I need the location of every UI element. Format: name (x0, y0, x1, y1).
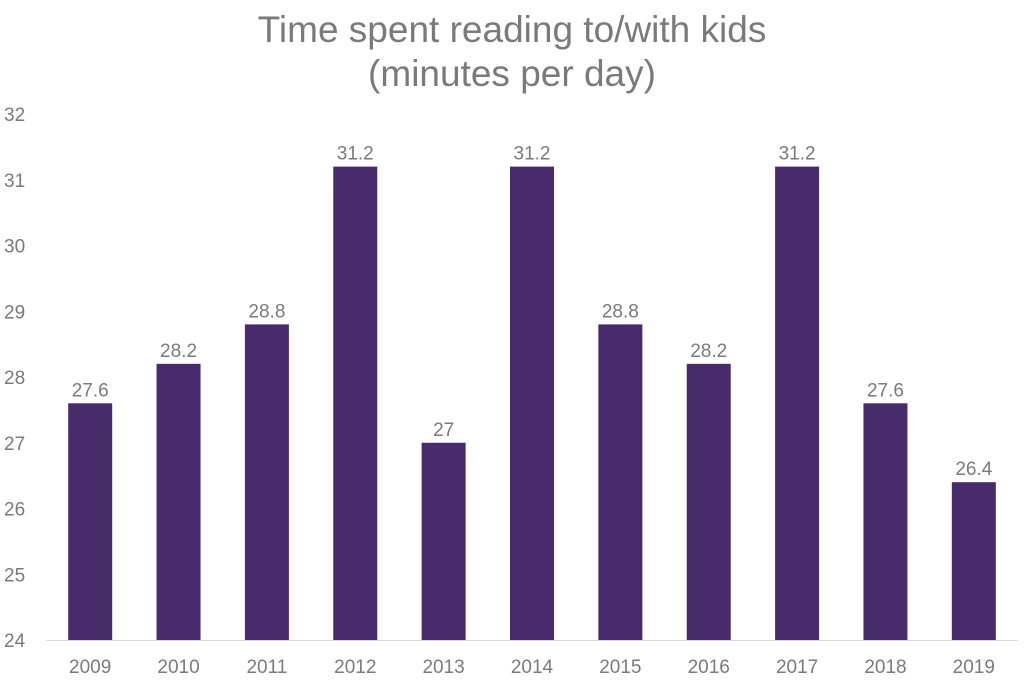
data-label-2018: 27.6 (867, 380, 904, 401)
y-tick-label: 28 (4, 368, 25, 389)
x-tick-label-2009: 2009 (69, 657, 111, 678)
bar-2019 (951, 482, 996, 640)
bar-2009 (68, 403, 113, 640)
y-tick-label: 31 (4, 171, 25, 192)
data-label-2012: 31.2 (337, 144, 374, 165)
bar-2013 (421, 442, 466, 640)
x-tick-label-2011: 2011 (246, 657, 287, 678)
y-tick-label: 27 (4, 434, 25, 455)
chart-title: Time spent reading to/with kids (minutes… (0, 8, 1024, 96)
data-label-2014: 31.2 (514, 144, 551, 165)
data-label-2019: 26.4 (955, 459, 992, 480)
data-label-2017: 31.2 (779, 144, 816, 165)
chart-title-line-2: (minutes per day) (368, 53, 656, 94)
data-label-2011: 28.8 (248, 301, 285, 322)
data-label-2013: 27 (433, 420, 454, 441)
bar-2011 (244, 324, 289, 640)
chart-title-line-1: Time spent reading to/with kids (257, 9, 767, 50)
y-tick-label: 32 (4, 105, 25, 126)
bar-2010 (156, 363, 201, 640)
y-tick-label: 24 (4, 631, 26, 652)
y-tick-label: 25 (4, 565, 25, 586)
y-tick-label: 30 (4, 237, 25, 258)
x-tick-label-2012: 2012 (334, 657, 376, 678)
y-tick-label: 29 (4, 302, 25, 323)
x-tick-label-2014: 2014 (511, 657, 554, 678)
x-tick-label-2010: 2010 (157, 657, 199, 678)
x-tick-label-2018: 2018 (864, 657, 906, 678)
data-label-2009: 27.6 (72, 380, 109, 401)
x-tick-label-2016: 2016 (688, 657, 730, 678)
bar-2014 (510, 166, 554, 640)
bar-2016 (686, 363, 731, 640)
y-tick-label: 26 (4, 500, 25, 521)
bar-2017 (775, 166, 820, 640)
data-label-2010: 28.2 (160, 341, 197, 362)
x-tick-label-2015: 2015 (599, 657, 641, 678)
data-label-2016: 28.2 (690, 341, 727, 362)
x-tick-label-2013: 2013 (422, 657, 464, 678)
x-tick-label-2017: 2017 (776, 657, 818, 678)
bar-2015 (598, 324, 643, 640)
data-label-2015: 28.8 (602, 301, 639, 322)
bar-2012 (333, 166, 378, 640)
x-tick-label-2019: 2019 (953, 657, 995, 678)
bar-2018 (863, 403, 908, 640)
